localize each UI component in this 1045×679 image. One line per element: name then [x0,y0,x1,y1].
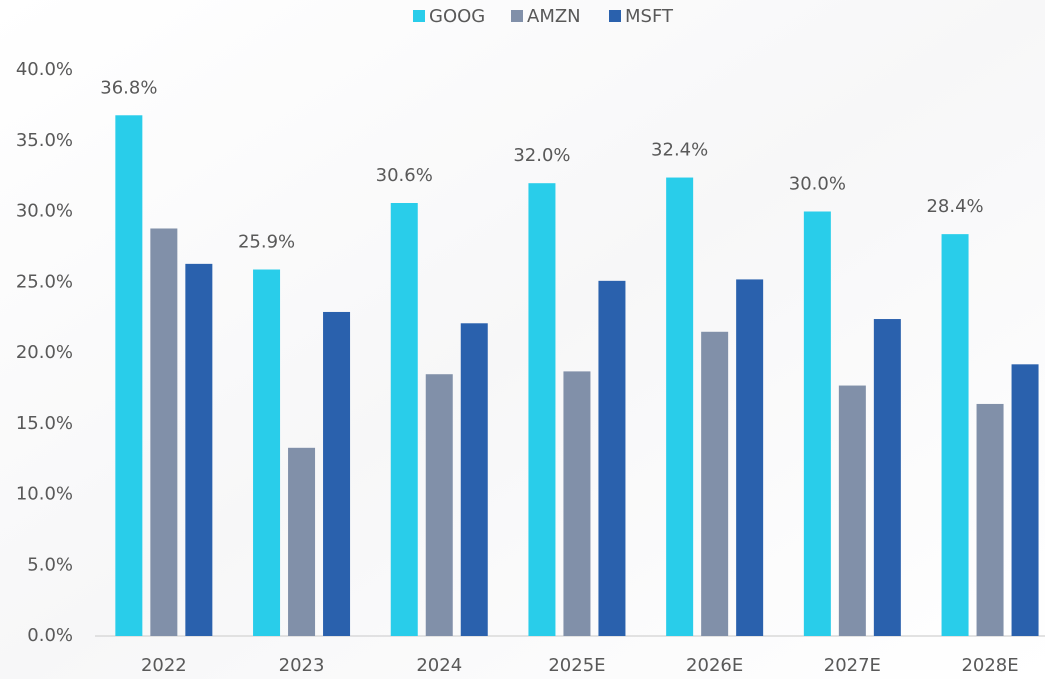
y-tick-label: 40.0% [16,59,73,80]
x-tick-label: 2028E [961,655,1018,676]
bar [323,311,351,636]
bar [390,203,418,636]
y-tick-label: 15.0% [16,413,73,434]
data-label: 28.4% [926,196,983,217]
bar [425,374,453,636]
bar [701,331,729,636]
y-tick-label: 0.0% [27,625,73,646]
data-label: 30.0% [789,174,846,195]
bar [460,323,488,636]
bar [976,403,1004,636]
x-tick-label: 2024 [416,655,462,676]
x-tick-label: 2026E [686,655,743,676]
bar [838,385,866,636]
bar [666,177,694,637]
y-tick-label: 35.0% [16,130,73,151]
bar [115,115,143,636]
bar [598,280,626,636]
bar [288,447,316,636]
x-tick-label: 2022 [141,655,187,676]
legend-label: GOOG [429,6,485,27]
bar [563,371,591,636]
y-tick-label: 10.0% [16,484,73,505]
y-tick-label: 25.0% [16,271,73,292]
legend-label: AMZN [527,6,581,27]
bar [941,234,969,636]
legend-label: MSFT [625,6,674,27]
data-label: 32.0% [513,145,570,166]
bar [873,319,901,636]
data-label: 32.4% [651,140,708,161]
bar [736,279,764,636]
data-label: 36.8% [100,77,157,98]
x-tick-label: 2023 [279,655,325,676]
bar [150,228,178,637]
y-tick-label: 20.0% [16,342,73,363]
bar [803,211,831,636]
x-tick-label: 2027E [824,655,881,676]
legend-swatch [413,10,425,22]
bar [1011,364,1039,636]
legend-swatch [609,10,621,22]
bar [528,183,556,636]
y-tick-label: 30.0% [16,201,73,222]
data-label: 25.9% [238,232,295,253]
bar [185,263,213,636]
data-label: 30.6% [376,165,433,186]
legend-swatch [511,10,523,22]
x-tick-label: 2025E [548,655,605,676]
bar [253,269,281,636]
y-tick-label: 5.0% [27,554,73,575]
